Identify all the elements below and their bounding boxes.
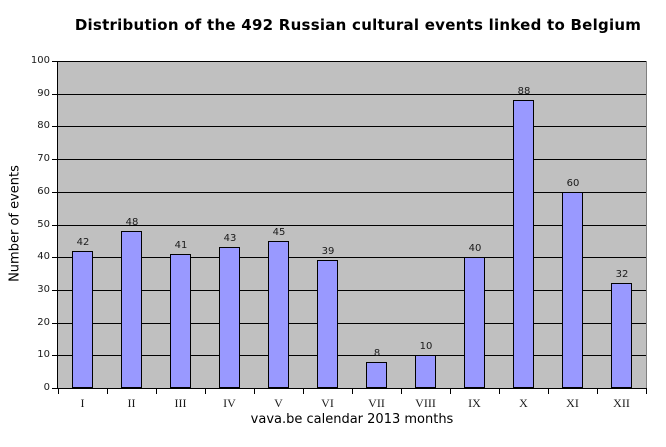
bar-value-XI: 60 xyxy=(566,178,580,189)
bar-X xyxy=(513,100,534,388)
x-category-XII: XII xyxy=(613,396,630,410)
x-tick-6 xyxy=(352,389,353,394)
gridline-50 xyxy=(58,225,646,226)
bar-IV xyxy=(219,247,240,388)
x-axis-title: vava.be calendar 2013 months xyxy=(250,412,454,427)
bar-II xyxy=(121,231,142,388)
gridline-80 xyxy=(58,126,646,127)
y-tick-label-20: 20 xyxy=(37,317,50,328)
bar-XI xyxy=(562,192,583,388)
gridline-30 xyxy=(58,290,646,291)
y-axis-line xyxy=(57,61,58,389)
y-tick-0 xyxy=(52,388,57,389)
y-tick-80 xyxy=(52,126,57,127)
y-tick-label-50: 50 xyxy=(37,219,50,230)
bar-value-VII: 8 xyxy=(373,348,381,359)
y-tick-label-0: 0 xyxy=(43,382,50,393)
y-tick-label-90: 90 xyxy=(37,88,50,99)
gridline-20 xyxy=(58,323,646,324)
bar-value-IX: 40 xyxy=(468,243,482,254)
gridline-70 xyxy=(58,159,646,160)
x-tick-7 xyxy=(401,389,402,394)
bar-value-I: 42 xyxy=(76,237,90,248)
bar-value-XII: 32 xyxy=(615,269,629,280)
x-tick-10 xyxy=(548,389,549,394)
x-category-III: III xyxy=(174,396,187,410)
y-tick-label-80: 80 xyxy=(37,120,50,131)
y-tick-label-10: 10 xyxy=(37,349,50,360)
x-tick-1 xyxy=(107,389,108,394)
x-tick-9 xyxy=(499,389,500,394)
x-tick-4 xyxy=(254,389,255,394)
gridline-100 xyxy=(58,61,646,62)
x-axis-line xyxy=(57,388,647,389)
bar-V xyxy=(268,241,289,388)
y-tick-20 xyxy=(52,323,57,324)
y-tick-10 xyxy=(52,355,57,356)
y-tick-label-100: 100 xyxy=(30,55,50,66)
y-tick-label-60: 60 xyxy=(37,186,50,197)
x-tick-8 xyxy=(450,389,451,394)
gridline-10 xyxy=(58,355,646,356)
bar-I xyxy=(72,251,93,388)
bar-value-VI: 39 xyxy=(321,246,335,257)
x-category-II: II xyxy=(127,396,136,410)
x-category-IV: IV xyxy=(223,396,236,410)
plot-right-border xyxy=(646,61,647,388)
bar-value-V: 45 xyxy=(272,227,286,238)
y-tick-label-70: 70 xyxy=(37,153,50,164)
x-category-X: X xyxy=(519,396,528,410)
x-category-VII: VII xyxy=(368,396,385,410)
bar-IX xyxy=(464,257,485,388)
gridline-90 xyxy=(58,94,646,95)
y-tick-label-40: 40 xyxy=(37,251,50,262)
bar-XII xyxy=(611,283,632,388)
chart-title: Distribution of the 492 Russian cultural… xyxy=(74,16,642,34)
bar-VII xyxy=(366,362,387,388)
y-tick-70 xyxy=(52,159,57,160)
x-category-VIII: VIII xyxy=(415,396,436,410)
bar-VIII xyxy=(415,355,436,388)
y-tick-100 xyxy=(52,61,57,62)
y-tick-label-30: 30 xyxy=(37,284,50,295)
x-tick-3 xyxy=(205,389,206,394)
bar-value-II: 48 xyxy=(125,217,139,228)
bar-value-VIII: 10 xyxy=(419,341,433,352)
x-category-VI: VI xyxy=(321,396,334,410)
y-tick-50 xyxy=(52,225,57,226)
x-tick-5 xyxy=(303,389,304,394)
x-category-I: I xyxy=(80,396,85,410)
x-tick-2 xyxy=(156,389,157,394)
gridline-40 xyxy=(58,257,646,258)
x-tick-11 xyxy=(597,389,598,394)
x-category-V: V xyxy=(274,396,283,410)
bar-VI xyxy=(317,260,338,388)
x-category-XI: XI xyxy=(566,396,579,410)
plot-area xyxy=(58,61,646,388)
x-tick-12 xyxy=(646,389,647,394)
gridline-60 xyxy=(58,192,646,193)
y-tick-90 xyxy=(52,94,57,95)
y-tick-60 xyxy=(52,192,57,193)
bar-value-X: 88 xyxy=(517,86,531,97)
y-tick-30 xyxy=(52,290,57,291)
bar-value-III: 41 xyxy=(174,240,188,251)
x-category-IX: IX xyxy=(468,396,481,410)
bar-value-IV: 43 xyxy=(223,233,237,244)
bar-III xyxy=(170,254,191,388)
x-tick-0 xyxy=(58,389,59,394)
y-tick-40 xyxy=(52,257,57,258)
